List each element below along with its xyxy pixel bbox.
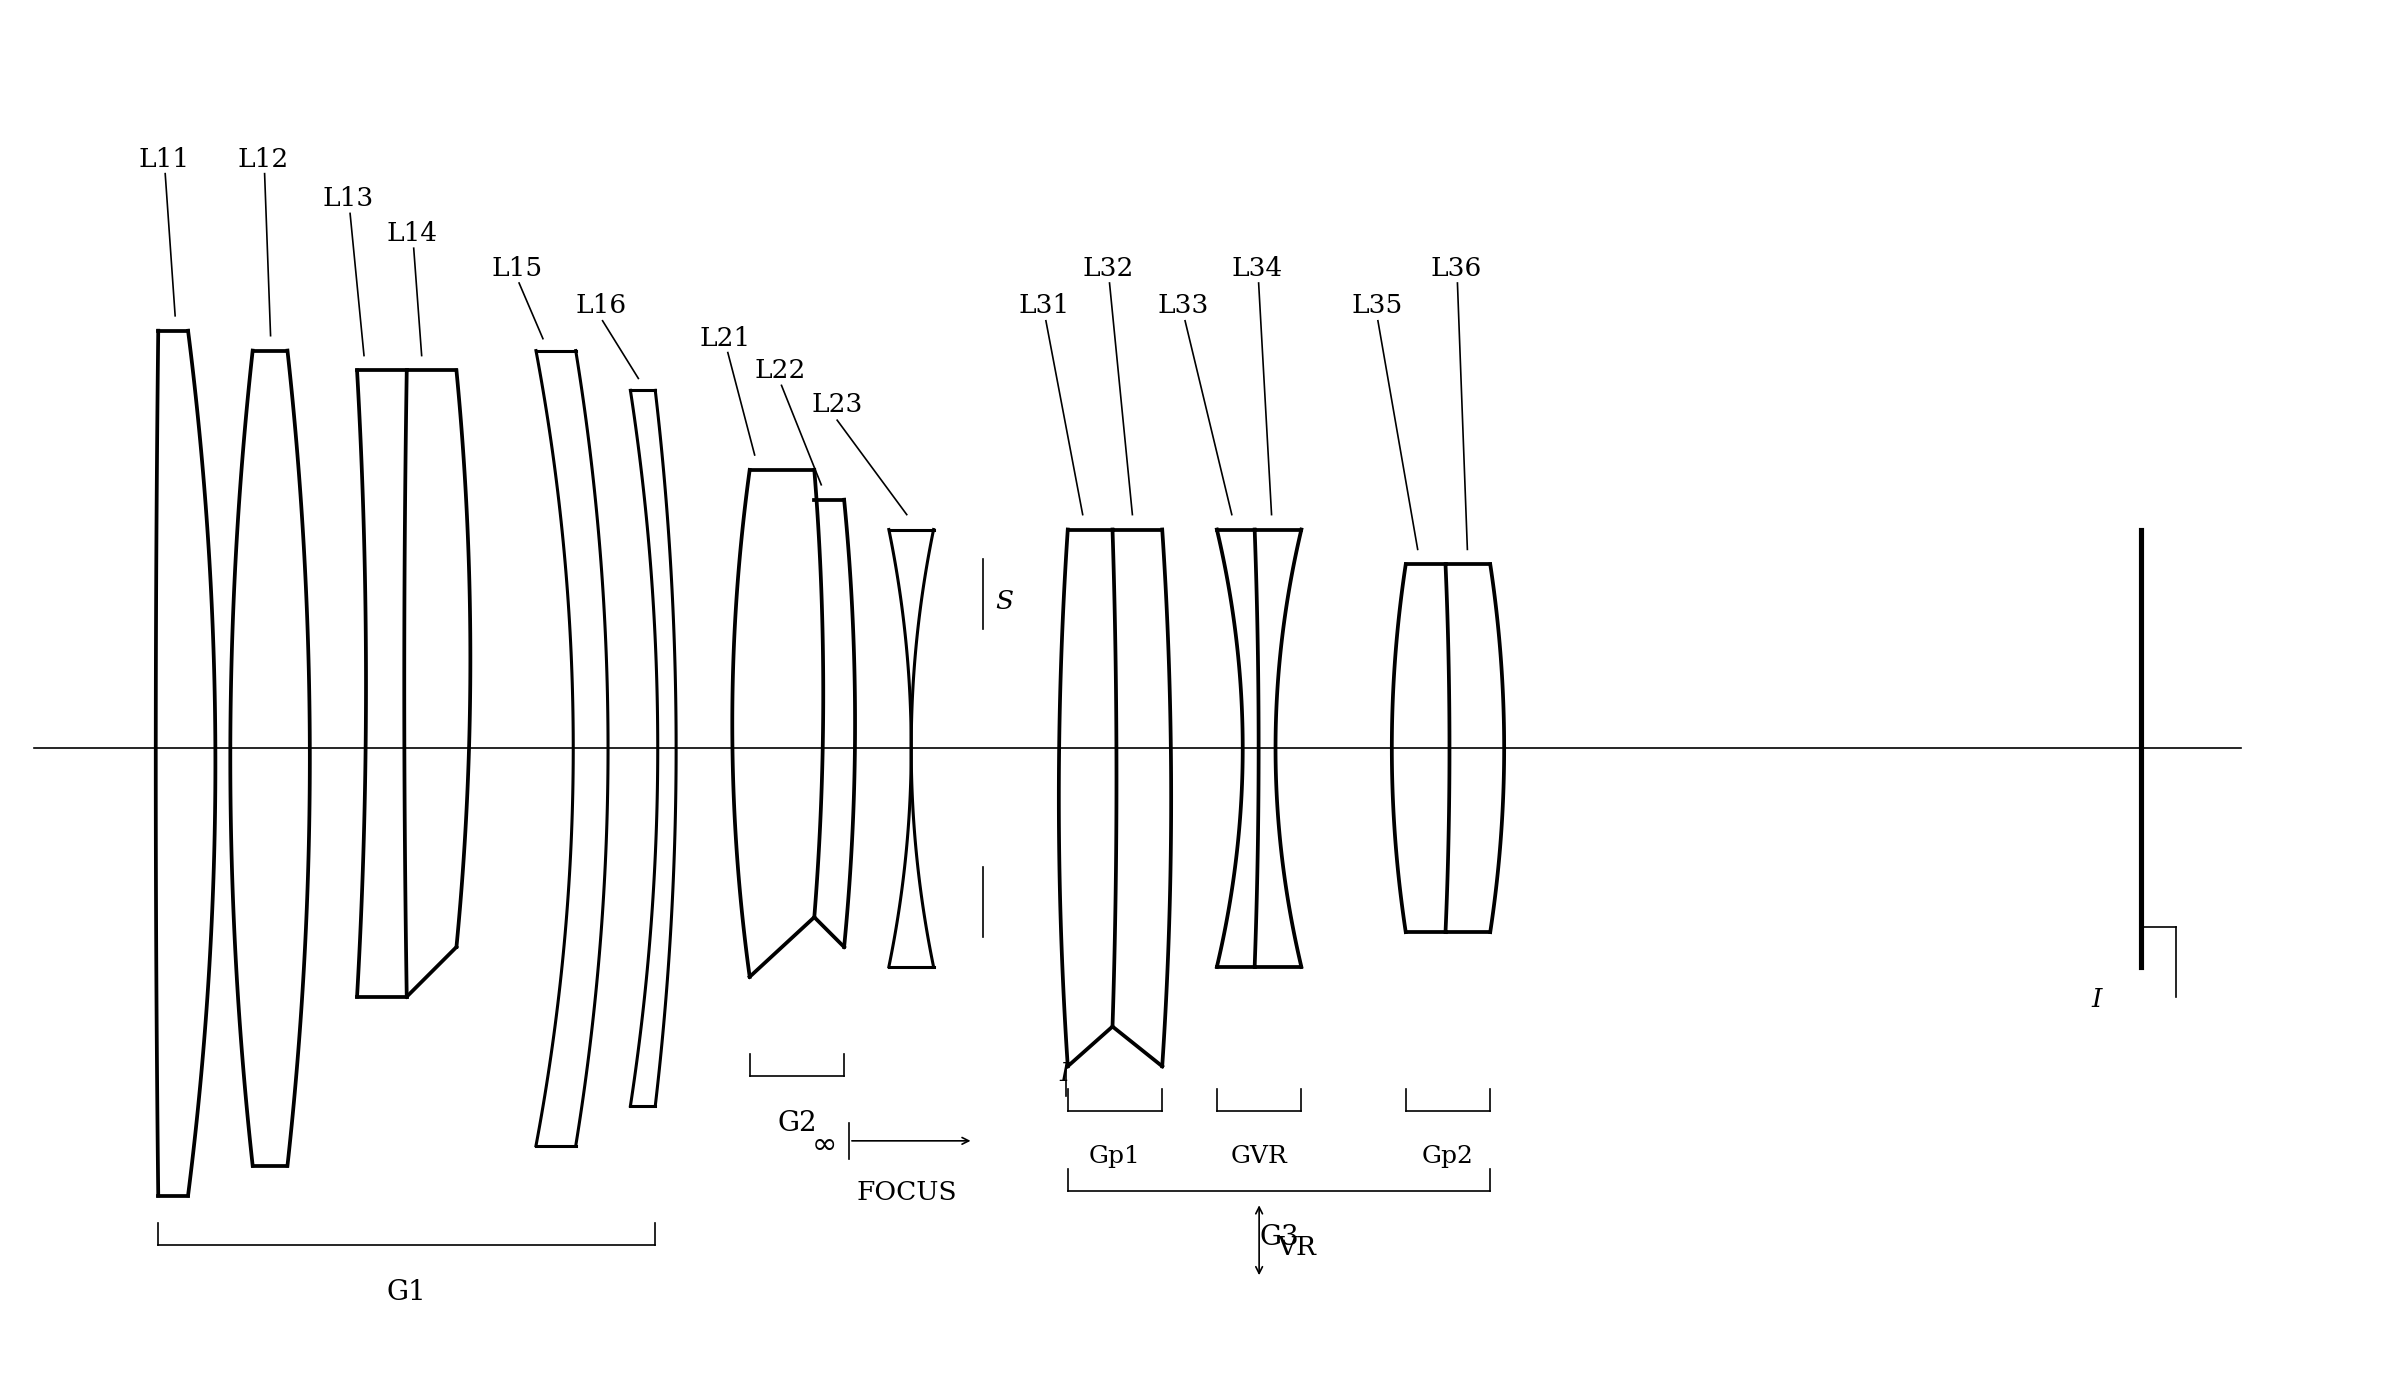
Text: L21: L21 <box>699 326 752 351</box>
Text: L35: L35 <box>1350 293 1403 317</box>
Text: L33: L33 <box>1156 293 1209 317</box>
Text: Gp1: Gp1 <box>1089 1144 1142 1168</box>
Text: L13: L13 <box>323 186 373 211</box>
Text: GVR: GVR <box>1231 1144 1288 1168</box>
Text: L22: L22 <box>754 359 807 383</box>
Text: L36: L36 <box>1432 256 1482 281</box>
Text: L12: L12 <box>237 147 290 172</box>
Text: L31: L31 <box>1017 293 1070 317</box>
Text: L34: L34 <box>1233 256 1283 281</box>
Text: I: I <box>2092 986 2102 1011</box>
Text: L15: L15 <box>491 256 543 281</box>
Text: S: S <box>996 590 1013 615</box>
Text: Gp2: Gp2 <box>1422 1144 1475 1168</box>
Text: L11: L11 <box>139 147 189 172</box>
Text: G3: G3 <box>1259 1224 1300 1252</box>
Text: G1: G1 <box>388 1278 426 1306</box>
Text: FOCUS: FOCUS <box>857 1180 958 1206</box>
Text: $\infty$: $\infty$ <box>812 1130 836 1158</box>
Text: L16: L16 <box>575 293 627 317</box>
Text: VR: VR <box>1276 1235 1317 1260</box>
Text: L14: L14 <box>388 221 438 246</box>
Text: I: I <box>1061 1062 1070 1087</box>
Text: G2: G2 <box>778 1109 816 1137</box>
Text: L23: L23 <box>812 393 862 418</box>
Text: L32: L32 <box>1082 256 1135 281</box>
